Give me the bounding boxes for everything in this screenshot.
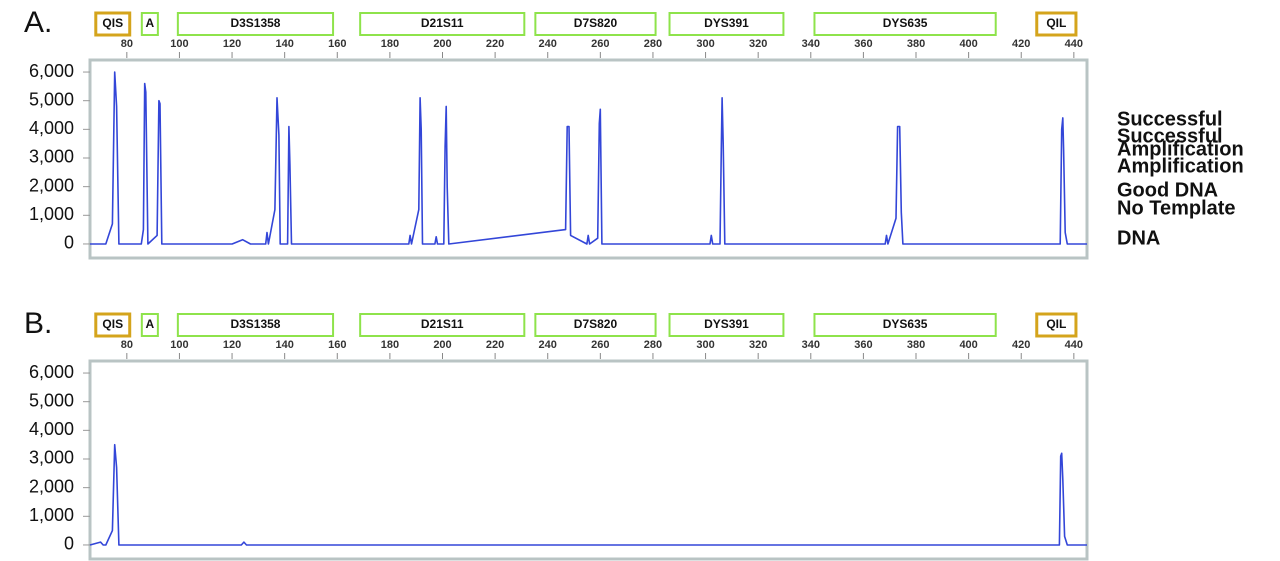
x-tick-label: 120 bbox=[223, 38, 241, 50]
panel-label: A. bbox=[24, 6, 52, 39]
locus-label: D7S820 bbox=[574, 16, 618, 30]
locus-box bbox=[668, 313, 785, 337]
y-tick-label: 3,000 bbox=[29, 147, 74, 167]
x-tick-label: 280 bbox=[644, 339, 662, 351]
annotation: Amplification bbox=[1117, 138, 1244, 160]
y-tick-label: 0 bbox=[64, 534, 74, 554]
y-tick-label: 5,000 bbox=[29, 89, 74, 109]
locus-box bbox=[176, 12, 335, 36]
locus-label: QIS bbox=[102, 317, 123, 331]
x-tick-label: 400 bbox=[959, 38, 977, 50]
locus-box bbox=[534, 12, 657, 36]
x-tick-label: 260 bbox=[591, 339, 609, 351]
y-tick-label: 6,000 bbox=[29, 61, 74, 81]
y-tick-label: 1,000 bbox=[29, 505, 74, 525]
x-tick-label: 360 bbox=[854, 339, 872, 351]
trace bbox=[90, 71, 1087, 245]
locus-box bbox=[534, 313, 657, 337]
x-tick-label: 180 bbox=[381, 339, 399, 351]
locus-label: QIL bbox=[1046, 317, 1066, 331]
x-tick-label: 120 bbox=[223, 339, 241, 351]
locus-box bbox=[1035, 11, 1078, 37]
locus-label: D7S820 bbox=[574, 317, 618, 331]
x-tick-label: 200 bbox=[433, 38, 451, 50]
y-tick-label: 4,000 bbox=[29, 419, 74, 439]
x-tick-label: 360 bbox=[854, 38, 872, 50]
x-tick-label: 100 bbox=[170, 38, 188, 50]
locus-box bbox=[813, 313, 997, 337]
locus-label: QIL bbox=[1046, 16, 1066, 30]
y-tick-label: 2,000 bbox=[29, 476, 74, 496]
annotation: DNA bbox=[1117, 227, 1160, 249]
locus-box bbox=[140, 313, 159, 337]
y-tick-label: 3,000 bbox=[29, 448, 74, 468]
locus-label: DYS635 bbox=[883, 317, 928, 331]
y-tick-label: 2,000 bbox=[29, 175, 74, 195]
locus-box bbox=[668, 12, 785, 36]
annotation: Successful bbox=[1117, 108, 1223, 130]
x-tick-label: 80 bbox=[121, 38, 133, 50]
x-tick-label: 200 bbox=[433, 339, 451, 351]
annotation: No Template bbox=[1117, 197, 1236, 219]
locus-box bbox=[94, 11, 132, 37]
trace bbox=[89, 443, 1087, 546]
locus-label: A bbox=[146, 317, 155, 331]
locus-label: DYS391 bbox=[704, 317, 749, 331]
x-tick-label: 140 bbox=[275, 339, 293, 351]
plot-frame bbox=[88, 359, 1089, 561]
x-tick-label: 220 bbox=[486, 339, 504, 351]
x-tick-label: 160 bbox=[328, 38, 346, 50]
y-tick-label: 6,000 bbox=[29, 362, 74, 382]
x-tick-label: 240 bbox=[539, 339, 557, 351]
x-tick-label: 240 bbox=[539, 38, 557, 50]
locus-label: D21S11 bbox=[421, 317, 464, 331]
locus-label: D3S1358 bbox=[230, 317, 280, 331]
x-tick-label: 420 bbox=[1012, 38, 1030, 50]
locus-label: DYS635 bbox=[883, 16, 928, 30]
locus-label: DYS391 bbox=[704, 16, 749, 30]
y-tick-label: 0 bbox=[64, 233, 74, 253]
locus-box bbox=[359, 313, 526, 337]
locus-box bbox=[1035, 312, 1078, 338]
y-tick-label: 5,000 bbox=[29, 390, 74, 410]
x-tick-label: 220 bbox=[486, 38, 504, 50]
y-tick-label: 1,000 bbox=[29, 204, 74, 224]
x-tick-label: 380 bbox=[907, 38, 925, 50]
x-tick-label: 100 bbox=[170, 339, 188, 351]
x-tick-label: 300 bbox=[696, 38, 714, 50]
locus-label: A bbox=[146, 16, 155, 30]
locus-label: QIS bbox=[102, 16, 123, 30]
panel-label: B. bbox=[24, 307, 52, 340]
annotation: Successful bbox=[1117, 125, 1223, 147]
locus-box bbox=[176, 313, 335, 337]
x-tick-label: 140 bbox=[275, 38, 293, 50]
x-tick-label: 320 bbox=[749, 339, 767, 351]
x-tick-label: 180 bbox=[381, 38, 399, 50]
locus-box bbox=[813, 12, 997, 36]
x-tick-label: 420 bbox=[1012, 339, 1030, 351]
y-tick-label: 4,000 bbox=[29, 118, 74, 138]
locus-label: D21S11 bbox=[421, 16, 464, 30]
annotation: Amplification bbox=[1117, 155, 1244, 177]
annotation: Good DNA bbox=[1117, 179, 1218, 201]
locus-label: D3S1358 bbox=[230, 16, 280, 30]
locus-box bbox=[359, 12, 526, 36]
x-tick-label: 400 bbox=[959, 339, 977, 351]
locus-box bbox=[94, 312, 132, 338]
x-tick-label: 320 bbox=[749, 38, 767, 50]
x-tick-label: 80 bbox=[121, 339, 133, 351]
locus-box bbox=[140, 12, 159, 36]
x-tick-label: 440 bbox=[1065, 339, 1083, 351]
plot-frame bbox=[88, 58, 1089, 260]
x-tick-label: 260 bbox=[591, 38, 609, 50]
x-tick-label: 280 bbox=[644, 38, 662, 50]
x-tick-label: 160 bbox=[328, 339, 346, 351]
x-tick-label: 340 bbox=[802, 339, 820, 351]
x-tick-label: 380 bbox=[907, 339, 925, 351]
x-tick-label: 300 bbox=[696, 339, 714, 351]
x-tick-label: 440 bbox=[1065, 38, 1083, 50]
x-tick-label: 340 bbox=[802, 38, 820, 50]
